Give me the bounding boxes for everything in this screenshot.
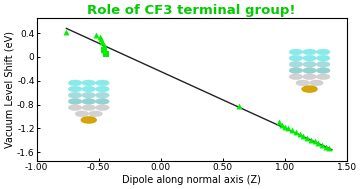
Ellipse shape <box>303 61 316 67</box>
Ellipse shape <box>303 49 316 55</box>
Point <box>297 133 303 136</box>
Ellipse shape <box>289 74 303 80</box>
Point <box>282 125 288 128</box>
Point <box>103 53 109 56</box>
Ellipse shape <box>296 80 309 86</box>
Point <box>326 147 332 150</box>
Ellipse shape <box>316 49 330 55</box>
X-axis label: Dipole along normal axis (Z): Dipole along normal axis (Z) <box>122 175 261 185</box>
Ellipse shape <box>82 98 96 104</box>
Ellipse shape <box>89 111 103 117</box>
Ellipse shape <box>96 98 109 104</box>
Point <box>101 44 106 47</box>
Point <box>316 142 321 145</box>
Ellipse shape <box>303 74 316 80</box>
Ellipse shape <box>82 92 96 98</box>
Point <box>276 121 282 124</box>
Ellipse shape <box>68 105 82 111</box>
Ellipse shape <box>289 61 303 67</box>
Ellipse shape <box>316 68 330 73</box>
Ellipse shape <box>75 111 89 117</box>
Ellipse shape <box>302 86 317 92</box>
Point <box>97 35 103 38</box>
Point <box>304 136 310 139</box>
Ellipse shape <box>96 92 109 98</box>
Point <box>293 130 299 133</box>
Ellipse shape <box>81 117 96 123</box>
Point <box>286 127 291 130</box>
Point <box>101 48 107 51</box>
Ellipse shape <box>68 92 82 98</box>
Ellipse shape <box>303 68 316 73</box>
Ellipse shape <box>316 74 330 80</box>
Point <box>93 33 99 36</box>
Point <box>100 40 105 43</box>
Point <box>308 138 314 141</box>
Point <box>319 143 325 146</box>
Ellipse shape <box>82 80 96 86</box>
Ellipse shape <box>68 98 82 104</box>
Ellipse shape <box>96 86 109 92</box>
Ellipse shape <box>289 68 303 73</box>
Ellipse shape <box>68 80 82 86</box>
Point <box>236 104 242 107</box>
Point <box>101 48 106 51</box>
Point <box>312 140 317 143</box>
Ellipse shape <box>316 55 330 61</box>
Ellipse shape <box>82 105 96 111</box>
Y-axis label: Vacuum Level Shift (eV): Vacuum Level Shift (eV) <box>4 31 14 148</box>
Ellipse shape <box>68 86 82 92</box>
Point <box>98 38 104 41</box>
Point <box>279 123 285 126</box>
Ellipse shape <box>303 55 316 61</box>
Ellipse shape <box>96 80 109 86</box>
Title: Role of CF3 terminal group!: Role of CF3 terminal group! <box>87 4 296 17</box>
Ellipse shape <box>316 61 330 67</box>
Ellipse shape <box>82 86 96 92</box>
Ellipse shape <box>289 49 303 55</box>
Ellipse shape <box>96 105 109 111</box>
Point <box>289 129 295 132</box>
Point <box>64 30 69 33</box>
Point <box>300 135 306 138</box>
Ellipse shape <box>309 80 323 86</box>
Point <box>323 145 329 148</box>
Ellipse shape <box>289 55 303 61</box>
